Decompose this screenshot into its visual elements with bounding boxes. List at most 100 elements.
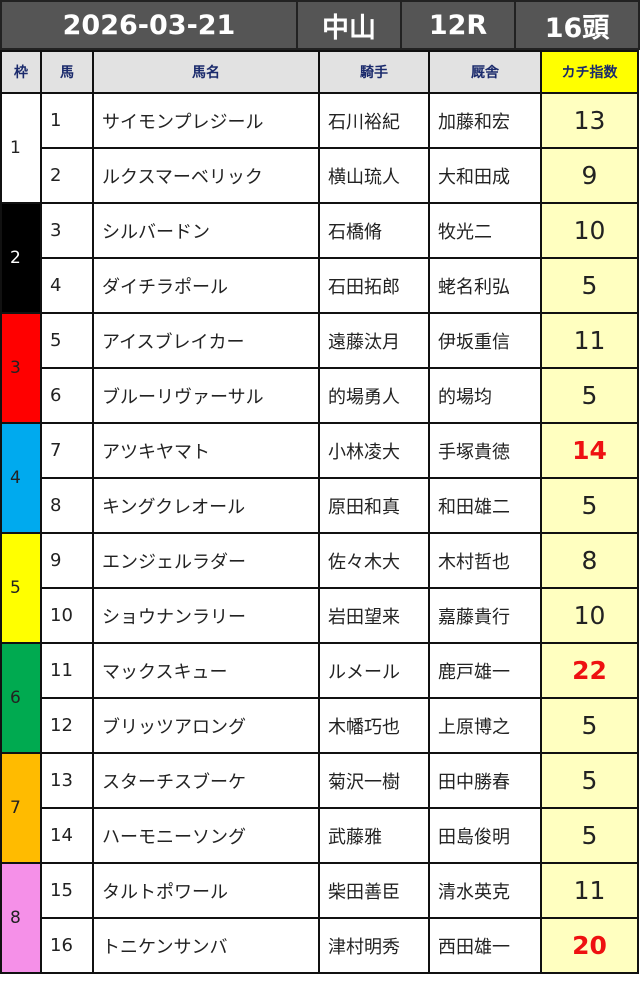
- col-jockey: 騎手: [318, 50, 430, 94]
- trainer: 手塚貴徳: [428, 422, 542, 479]
- trainer: 嘉藤貴行: [428, 587, 542, 644]
- horse-number: 5: [40, 312, 94, 369]
- trainer: 和田雄二: [428, 477, 542, 534]
- col-num: 馬: [40, 50, 94, 94]
- race-header: 2026-03-21 中山 12R 16頭: [0, 0, 640, 50]
- score: 8: [540, 532, 639, 589]
- jockey: 津村明秀: [318, 917, 430, 974]
- horse-number: 14: [40, 807, 94, 864]
- trainer: 西田雄一: [428, 917, 542, 974]
- horse-number: 2: [40, 147, 94, 204]
- waku-cell: 2: [0, 202, 42, 314]
- horse-number: 8: [40, 477, 94, 534]
- table-row: 6 ブルーリヴァーサル 的場勇人 的場均 5: [1, 367, 639, 424]
- trainer: 蛯名利弘: [428, 257, 542, 314]
- table-row: 4 ダイチラポール 石田拓郎 蛯名利弘 5: [1, 257, 639, 314]
- table-row: 16 トニケンサンバ 津村明秀 西田雄一 20: [1, 917, 639, 974]
- waku-cell: 6: [0, 642, 42, 754]
- horse-name: アイスブレイカー: [92, 312, 320, 369]
- jockey: 遠藤汰月: [318, 312, 430, 369]
- horse-name: タルトポワール: [92, 862, 320, 919]
- col-trainer: 厩舎: [428, 50, 542, 94]
- horse-name: サイモンプレジール: [92, 92, 320, 149]
- trainer: 上原博之: [428, 697, 542, 754]
- trainer: 田島俊明: [428, 807, 542, 864]
- jockey: 的場勇人: [318, 367, 430, 424]
- runner-count: 16頭: [544, 12, 610, 44]
- horse-name: ショウナンラリー: [92, 587, 320, 644]
- jockey: 菊沢一樹: [318, 752, 430, 809]
- horse-number: 4: [40, 257, 94, 314]
- horse-name: ブリッツアロング: [92, 697, 320, 754]
- trainer: 大和田成: [428, 147, 542, 204]
- jockey: 原田和真: [318, 477, 430, 534]
- waku-cell: 3: [0, 312, 42, 424]
- jockey: 小林凌大: [318, 422, 430, 479]
- column-header-row: 枠 馬 馬名 騎手 厩舎 カチ指数: [0, 50, 639, 94]
- horse-name: ルクスマーベリック: [92, 147, 320, 204]
- jockey: 石川裕紀: [318, 92, 430, 149]
- score: 14: [540, 422, 639, 479]
- jockey: 横山琉人: [318, 147, 430, 204]
- jockey: 石橋脩: [318, 202, 430, 259]
- jockey: 柴田善臣: [318, 862, 430, 919]
- jockey: 木幡巧也: [318, 697, 430, 754]
- table-row: 2 ルクスマーベリック 横山琉人 大和田成 9: [1, 147, 639, 204]
- horse-number: 10: [40, 587, 94, 644]
- trainer: 木村哲也: [428, 532, 542, 589]
- col-score: カチ指数: [540, 50, 639, 94]
- col-waku: 枠: [0, 50, 42, 94]
- score: 5: [540, 752, 639, 809]
- horse-number: 12: [40, 697, 94, 754]
- score: 5: [540, 697, 639, 754]
- table-row: 8 15 タルトポワール 柴田善臣 清水英克 11: [0, 862, 639, 974]
- horse-name: シルバードン: [92, 202, 320, 259]
- trainer: 清水英克: [428, 862, 542, 919]
- horse-number: 16: [40, 917, 94, 974]
- horse-name: マックスキュー: [92, 642, 320, 699]
- waku-cell: 5: [0, 532, 42, 644]
- trainer: 牧光二: [428, 202, 542, 259]
- horse-number: 15: [40, 862, 94, 919]
- horse-name: トニケンサンバ: [92, 917, 320, 974]
- trainer: 鹿戸雄一: [428, 642, 542, 699]
- score: 11: [540, 862, 639, 919]
- waku-cell: 8: [0, 862, 42, 974]
- horse-name: キングクレオール: [92, 477, 320, 534]
- score: 9: [540, 147, 639, 204]
- horse-number: 11: [40, 642, 94, 699]
- horse-name: エンジェルラダー: [92, 532, 320, 589]
- waku-cell: 1: [0, 92, 42, 204]
- horse-name: ハーモニーソング: [92, 807, 320, 864]
- trainer: 田中勝春: [428, 752, 542, 809]
- score: 5: [540, 367, 639, 424]
- score: 22: [540, 642, 639, 699]
- jockey: 石田拓郎: [318, 257, 430, 314]
- table-row: 6 11 マックスキュー ルメール 鹿戸雄一 22: [0, 642, 639, 754]
- race-date: 2026-03-21: [2, 2, 298, 48]
- horse-number: 13: [40, 752, 94, 809]
- horse-name: ダイチラポール: [92, 257, 320, 314]
- table-row: 14 ハーモニーソング 武藤雅 田島俊明 5: [1, 807, 639, 864]
- trainer: 的場均: [428, 367, 542, 424]
- score: 5: [540, 257, 639, 314]
- score: 20: [540, 917, 639, 974]
- score: 11: [540, 312, 639, 369]
- waku-cell: 7: [0, 752, 42, 864]
- horse-name: スターチスブーケ: [92, 752, 320, 809]
- race-venue: 中山: [298, 2, 402, 48]
- trainer: 加藤和宏: [428, 92, 542, 149]
- waku-cell: 4: [0, 422, 42, 534]
- horse-number: 6: [40, 367, 94, 424]
- table-row: 8 キングクレオール 原田和真 和田雄二 5: [1, 477, 639, 534]
- race-number: 12R: [402, 2, 516, 48]
- score: 10: [540, 587, 639, 644]
- jockey: ルメール: [318, 642, 430, 699]
- score: 13: [540, 92, 639, 149]
